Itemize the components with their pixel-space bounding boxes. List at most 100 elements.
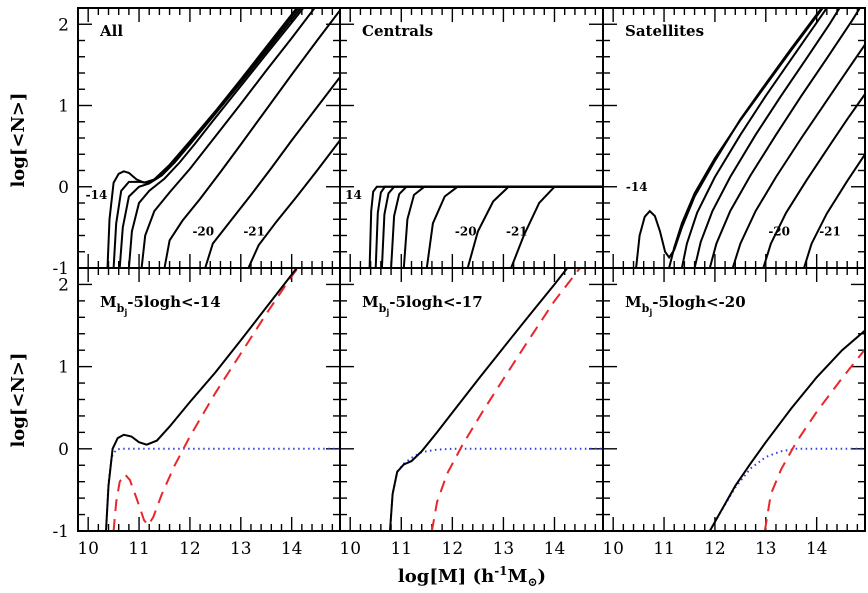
panel-curves xyxy=(708,329,865,531)
series-line-m20 xyxy=(466,185,603,268)
series-line-m21 xyxy=(510,185,603,268)
panel-label-rest: -5logh<-20 xyxy=(652,293,745,311)
series-line-m16 xyxy=(680,8,828,268)
x-tick-label: 13 xyxy=(493,539,515,559)
y-tick-label: -1 xyxy=(52,259,69,279)
y-tick-label: 2 xyxy=(58,275,69,295)
series-line-m17 xyxy=(127,8,305,268)
panel-curves xyxy=(368,185,603,268)
panel-label-m: M xyxy=(100,293,117,311)
series-line-m18 xyxy=(708,8,861,268)
series-line-m15 xyxy=(374,185,603,268)
panel-label-m: M xyxy=(362,293,379,311)
x-tick-label: 11 xyxy=(390,539,412,559)
panel-curves xyxy=(105,268,340,531)
panel-curves xyxy=(389,268,603,531)
series-line-m16 xyxy=(118,8,302,268)
y-tick-label: 1 xyxy=(58,97,69,117)
panel-label: Mbj-5logh<-20 xyxy=(625,293,746,317)
panel-label-subsub: j xyxy=(385,307,389,317)
series-line-m19 xyxy=(731,44,865,268)
central-dotted-line xyxy=(105,447,340,531)
panel-label: All xyxy=(99,22,123,40)
x-tick-label: 12 xyxy=(704,539,726,559)
x-tick-label: 14 xyxy=(806,539,828,559)
x-tick-label: 11 xyxy=(128,539,150,559)
panel-ticks xyxy=(603,7,865,269)
x-tick-label: 13 xyxy=(230,539,252,559)
panel-label: Mbj-5logh<-17 xyxy=(362,293,483,317)
panel-label: Satellites xyxy=(625,22,704,40)
panel-label: Centrals xyxy=(362,22,433,40)
curve-annotation-1: -20 xyxy=(455,224,477,238)
y-tick-label: 0 xyxy=(58,440,69,460)
x-tick-label: 10 xyxy=(602,539,624,559)
total-solid-line xyxy=(389,268,569,531)
curve-annotation-2: -21 xyxy=(819,224,841,238)
x-tick-label: 12 xyxy=(179,539,201,559)
satellite-dashed-line xyxy=(763,348,865,531)
x-tick-label: 11 xyxy=(653,539,675,559)
panel-r1-c1: Mbj-5logh<-17 10 11 12 13 14 xyxy=(339,267,604,559)
panel-label-subsub: j xyxy=(123,307,127,317)
x-tick-label: 12 xyxy=(442,539,464,559)
panel-label-sub: b xyxy=(379,302,387,315)
series-line-m18 xyxy=(140,8,316,268)
panel-label-subsub: j xyxy=(648,307,652,317)
total-solid-line xyxy=(708,329,865,531)
panel-ticks xyxy=(603,267,865,532)
y-axis-label-top: log[<N>] xyxy=(8,92,29,187)
panel-curves xyxy=(635,8,865,268)
x-axis-label-sun: ⊙ xyxy=(527,575,537,589)
y-tick-label: 2 xyxy=(58,15,69,35)
x-axis-label-close: ) xyxy=(538,566,547,587)
series-line-m15 xyxy=(668,8,824,268)
x-tick-label: 14 xyxy=(281,539,303,559)
panel-frame xyxy=(602,267,866,532)
panel-r0-c2: -14 -20 -21 Satellites xyxy=(602,7,866,269)
series-line-m19 xyxy=(163,9,340,268)
curve-annotation-1: -20 xyxy=(768,224,790,238)
panel-label-sub: b xyxy=(642,302,650,315)
satellite-dashed-line xyxy=(112,268,299,531)
series-line-m20 xyxy=(204,76,340,268)
x-axis-label-exponent: -1 xyxy=(494,564,507,578)
panel-label-rest: -5logh<-14 xyxy=(127,293,220,311)
y-tick-label: -1 xyxy=(52,522,69,542)
x-tick-label: 10 xyxy=(77,539,99,559)
panel-label-rest: -5logh<-17 xyxy=(389,293,482,311)
panel-label: Mbj-5logh<-14 xyxy=(100,293,221,317)
curve-annotation-0: 14 xyxy=(345,188,362,202)
total-solid-line xyxy=(105,268,298,531)
series-line-m19 xyxy=(425,185,603,268)
x-tick-label: 10 xyxy=(339,539,361,559)
curve-annotation-2: -21 xyxy=(243,224,265,238)
y-axis-label-bottom: log[<N>] xyxy=(8,352,29,447)
curve-annotation-1: -20 xyxy=(192,224,214,238)
curve-annotation-0: -14 xyxy=(86,188,108,202)
panel-label-m: M xyxy=(625,293,642,311)
x-axis-label: log[M] (h-1M⊙) xyxy=(398,564,546,589)
x-axis-label-mass: M xyxy=(508,566,528,587)
y-tick-label: 0 xyxy=(58,178,69,198)
panel-curves xyxy=(106,8,340,268)
panel-r1-c2: Mbj-5logh<-20 10 11 12 13 14 xyxy=(602,267,866,559)
satellite-dashed-line xyxy=(430,268,581,531)
series-line-m15 xyxy=(112,8,300,268)
series-line-m21 xyxy=(803,153,865,268)
curve-annotation-0: -14 xyxy=(626,180,648,194)
panel-label-sub: b xyxy=(117,302,125,315)
x-axis-label-main: log[M] (h xyxy=(398,566,494,587)
panel-r0-c0: -14 -20 -21 All -1 0 1 2 xyxy=(52,7,341,279)
curve-annotation-2: -21 xyxy=(506,224,528,238)
series-line-m17 xyxy=(693,8,841,268)
y-tick-label: 1 xyxy=(58,358,69,378)
x-tick-label: 14 xyxy=(544,539,566,559)
x-tick-label: 13 xyxy=(755,539,777,559)
series-line-m16 xyxy=(380,185,603,268)
panel-r0-c1: 14 -20 -21 Centrals xyxy=(339,7,604,269)
series-line-m21 xyxy=(247,139,340,268)
series-line-m20 xyxy=(762,93,865,268)
